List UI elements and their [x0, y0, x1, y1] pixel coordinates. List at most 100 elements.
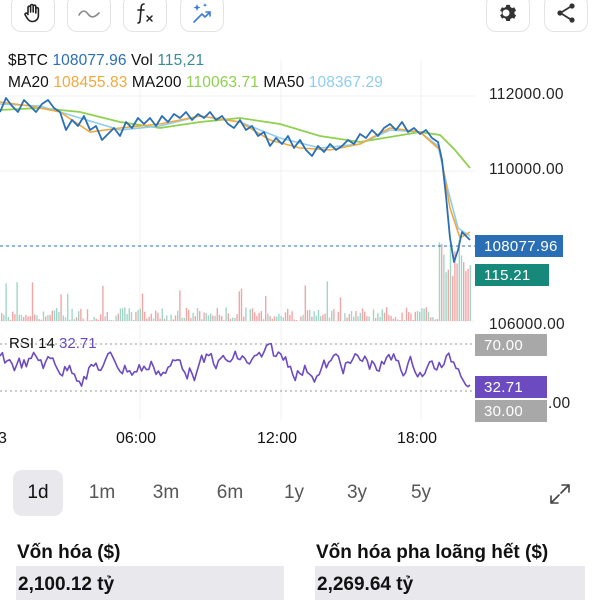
share-button[interactable]	[544, 0, 588, 32]
volume-bar	[401, 312, 403, 321]
ma-legend: MA20 108455.83 MA200 110063.71 MA50 1083…	[8, 74, 383, 92]
range-6m[interactable]: 6m	[216, 482, 244, 503]
volume-bar	[53, 310, 56, 321]
magic-ai-button[interactable]	[180, 0, 224, 32]
chart-grid	[0, 60, 475, 420]
volume-bar	[267, 313, 269, 321]
volume-bar	[190, 318, 192, 321]
range-1y[interactable]: 1y	[283, 482, 305, 503]
volume-bar	[71, 308, 73, 321]
volume-bar	[436, 319, 438, 321]
volume-bar	[447, 269, 449, 321]
volume-bar	[364, 311, 366, 321]
volume-bar	[258, 312, 260, 321]
volume-bar	[357, 316, 359, 321]
volume-bar	[221, 316, 223, 321]
volume-bar	[328, 317, 331, 321]
rsi-legend: RSI 14 32.71	[9, 335, 97, 352]
volume-bar	[95, 318, 97, 321]
draw-curve-button[interactable]	[67, 0, 111, 32]
price-chart[interactable]	[0, 0, 600, 420]
volume-bar	[280, 316, 282, 321]
settings-button[interactable]	[486, 0, 530, 32]
volume-bar	[269, 316, 271, 321]
ma50-label: MA50	[263, 74, 305, 91]
range-1m[interactable]: 1m	[88, 482, 116, 503]
volume-bar	[337, 311, 339, 321]
volume-bar	[377, 313, 379, 321]
volume-bar	[375, 318, 377, 321]
volume-bar	[196, 308, 199, 321]
indicator-function-button[interactable]	[123, 0, 167, 32]
volume-bar	[124, 307, 126, 321]
volume-bar	[130, 312, 133, 321]
rsi-line	[0, 342, 471, 388]
volume-bar	[467, 268, 469, 321]
volume-bar	[289, 315, 291, 321]
volume-bar	[148, 316, 150, 321]
volume-bar	[317, 309, 320, 321]
range-5y[interactable]: 5y	[410, 482, 432, 503]
volume-bar	[18, 314, 20, 321]
volume-bar	[102, 285, 104, 321]
price-legend: $BTC 108077.96 Vol 115,21	[8, 52, 204, 70]
volume-bar	[1, 313, 3, 321]
volume-bar	[388, 314, 390, 321]
gear-icon	[500, 4, 517, 22]
volume-bar	[441, 243, 443, 321]
volume-bar	[212, 315, 214, 321]
volume-bar	[291, 311, 293, 321]
volume-bar	[144, 311, 146, 321]
volume-bar	[214, 315, 216, 321]
volume-bar	[254, 312, 256, 321]
volume-bar	[163, 318, 166, 321]
volume-bar	[458, 240, 460, 321]
range-3y[interactable]: 3y	[346, 482, 368, 503]
volume-bar	[287, 308, 289, 321]
range-3m[interactable]: 3m	[152, 482, 180, 503]
volume-bar	[313, 311, 315, 321]
volume-bar	[366, 316, 368, 321]
volume-bar	[117, 313, 119, 321]
volume-bar	[372, 309, 375, 321]
current-volume-badge: 115.21	[475, 264, 549, 286]
volume-bar	[309, 309, 311, 321]
price-tick-label: 110000.00	[489, 161, 564, 178]
volume-bar	[5, 283, 7, 321]
volume-bar	[353, 316, 355, 321]
volume-bar	[122, 308, 124, 321]
volume-bar	[445, 272, 447, 321]
volume-bar	[324, 313, 326, 321]
volume-bar	[427, 312, 430, 321]
volume-bar	[421, 308, 423, 321]
volume-bar	[82, 318, 84, 321]
volume-bar	[333, 309, 335, 321]
volume-bar	[73, 319, 75, 321]
volume-bar	[155, 310, 157, 321]
volume-bar	[97, 319, 100, 321]
volume-bar	[232, 317, 234, 321]
volume-bar	[390, 316, 392, 321]
volume-bar	[225, 307, 227, 321]
volume-bar	[42, 311, 45, 321]
volume-bar	[89, 320, 91, 321]
volume-bar	[452, 275, 454, 321]
volume-bar	[20, 315, 23, 321]
volume-bar	[194, 316, 196, 321]
volume-bar	[146, 318, 148, 321]
volume-bar	[379, 316, 381, 321]
volume-bar	[27, 316, 29, 321]
hand-tool-button[interactable]	[11, 0, 55, 32]
volume-bar	[104, 316, 106, 321]
volume-bar	[284, 312, 287, 321]
volume-bar	[119, 308, 122, 321]
volume-bar	[9, 319, 12, 321]
volume-bar	[185, 307, 188, 321]
volume-bar	[64, 317, 67, 321]
expand-icon[interactable]	[548, 482, 572, 506]
volume-bar	[150, 313, 152, 321]
volume-bar	[430, 317, 432, 321]
volume-bar	[249, 309, 251, 321]
range-1d[interactable]: 1d	[13, 470, 63, 516]
volume-bar	[40, 319, 42, 321]
